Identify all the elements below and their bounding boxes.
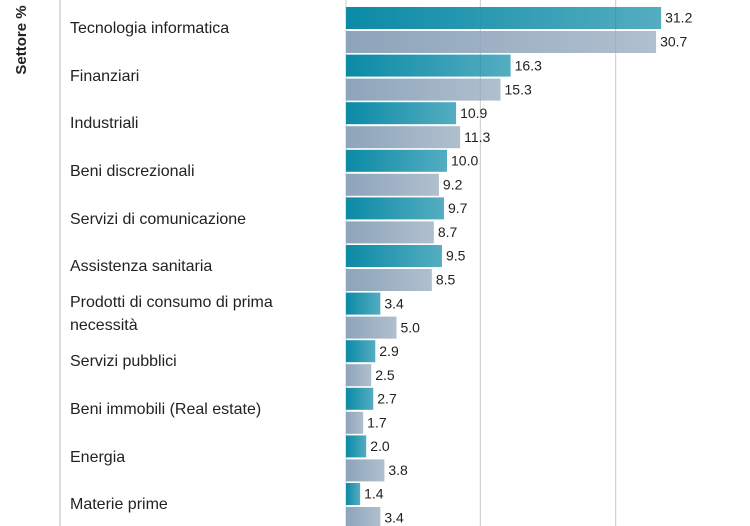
bar bbox=[346, 316, 397, 339]
category-label: Tecnologia informatica bbox=[70, 20, 230, 38]
value-label: 10.9 bbox=[460, 105, 487, 121]
value-label: 11.3 bbox=[464, 129, 490, 145]
bar bbox=[346, 269, 432, 291]
bar bbox=[346, 126, 461, 149]
value-label: 5.0 bbox=[401, 319, 421, 335]
value-label: 8.7 bbox=[438, 224, 458, 240]
value-label: 31.2 bbox=[665, 10, 692, 26]
value-label: 9.2 bbox=[443, 177, 463, 193]
value-label: 1.7 bbox=[367, 415, 387, 431]
category-label: Industriali bbox=[70, 115, 139, 133]
bar bbox=[346, 411, 364, 434]
value-label: 30.7 bbox=[660, 34, 687, 50]
bar bbox=[346, 173, 439, 196]
bar bbox=[346, 459, 385, 482]
category-label: Assistenza sanitaria bbox=[70, 258, 213, 276]
axis-label: Settore % bbox=[13, 5, 30, 74]
value-label: 2.0 bbox=[370, 438, 390, 454]
value-label: 15.3 bbox=[505, 81, 532, 97]
value-label: 10.0 bbox=[451, 153, 478, 169]
bar bbox=[346, 245, 442, 267]
bar bbox=[346, 197, 444, 220]
value-label: 9.5 bbox=[446, 248, 466, 264]
bar bbox=[346, 54, 511, 77]
value-label: 8.5 bbox=[436, 272, 456, 288]
category-label: Materie prime bbox=[70, 496, 168, 514]
bar bbox=[346, 221, 434, 244]
category-label: Prodotti di consumo di prima necessità bbox=[70, 294, 273, 335]
bar bbox=[346, 435, 367, 458]
value-label: 9.7 bbox=[448, 200, 468, 216]
bar bbox=[346, 102, 457, 125]
category-label: Finanziari bbox=[70, 67, 140, 85]
category-label: Beni discrezionali bbox=[70, 163, 195, 181]
bar bbox=[346, 149, 447, 172]
bar bbox=[346, 292, 381, 315]
bar bbox=[346, 507, 381, 526]
bar bbox=[346, 31, 657, 53]
value-label: 3.8 bbox=[388, 462, 408, 478]
value-label: 2.9 bbox=[379, 343, 399, 359]
bar bbox=[346, 78, 501, 101]
category-label: Energia bbox=[70, 448, 126, 466]
bar bbox=[346, 364, 372, 387]
value-label: 3.4 bbox=[384, 295, 404, 311]
bar bbox=[346, 387, 374, 410]
bar bbox=[346, 7, 662, 29]
value-label: 16.3 bbox=[515, 57, 542, 73]
category-label: Beni immobili (Real estate) bbox=[70, 401, 262, 419]
bar bbox=[346, 340, 376, 363]
value-label: 2.5 bbox=[375, 367, 395, 383]
category-label: Servizi pubblici bbox=[70, 353, 177, 371]
value-label: 3.4 bbox=[384, 510, 404, 526]
bar bbox=[346, 483, 361, 505]
category-label: Servizi di comunicazione bbox=[70, 210, 247, 228]
value-label: 1.4 bbox=[364, 486, 384, 502]
value-label: 2.7 bbox=[377, 391, 397, 407]
